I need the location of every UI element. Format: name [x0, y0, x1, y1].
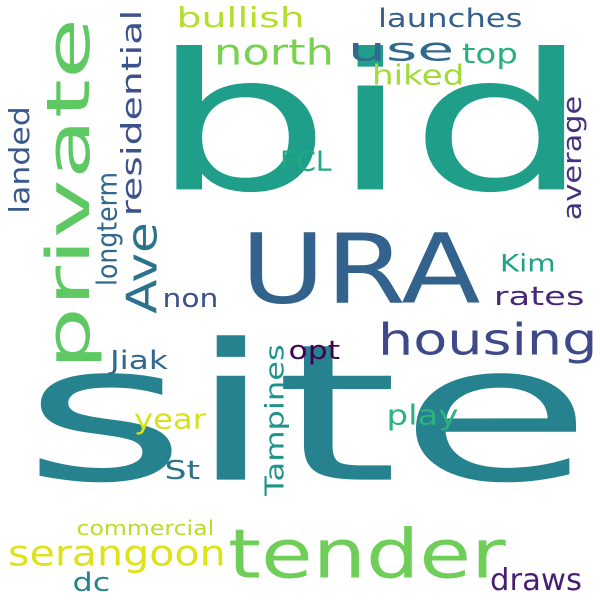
word-rates: rates — [493, 282, 585, 312]
word-tampines: Tampines — [259, 344, 290, 496]
word-launches: launches — [377, 4, 523, 34]
word-st: St — [164, 456, 200, 486]
word-year: year — [133, 403, 207, 437]
word-average: average — [558, 95, 589, 221]
word-ura: URA — [239, 213, 481, 326]
word-longterm: longterm — [91, 172, 125, 286]
word-dc: dc — [72, 568, 110, 598]
word-draws: draws — [490, 563, 582, 599]
word-use: use — [347, 31, 455, 69]
word-north: north — [214, 31, 334, 73]
word-commercial: commercial — [76, 516, 214, 540]
word-ave: Ave — [118, 222, 167, 314]
word-jiak: Jiak — [110, 346, 168, 376]
word-tender: tender — [228, 514, 506, 594]
word-private: private — [32, 17, 103, 371]
word-landed: landed — [3, 106, 36, 214]
word-fcl: FCL — [280, 145, 332, 179]
word-bid: bid — [150, 14, 590, 235]
word-play: play — [385, 399, 459, 433]
word-housing: housing — [377, 314, 598, 366]
word-non: non — [162, 284, 218, 314]
word-bullish: bullish — [175, 1, 305, 34]
word-site: site — [21, 303, 593, 526]
word-opt: opt — [288, 336, 340, 366]
word-top: top — [462, 37, 518, 70]
word-hiked: hiked — [371, 59, 465, 93]
word-kim: Kim — [500, 250, 556, 278]
word-serangoon: serangoon — [8, 532, 226, 576]
